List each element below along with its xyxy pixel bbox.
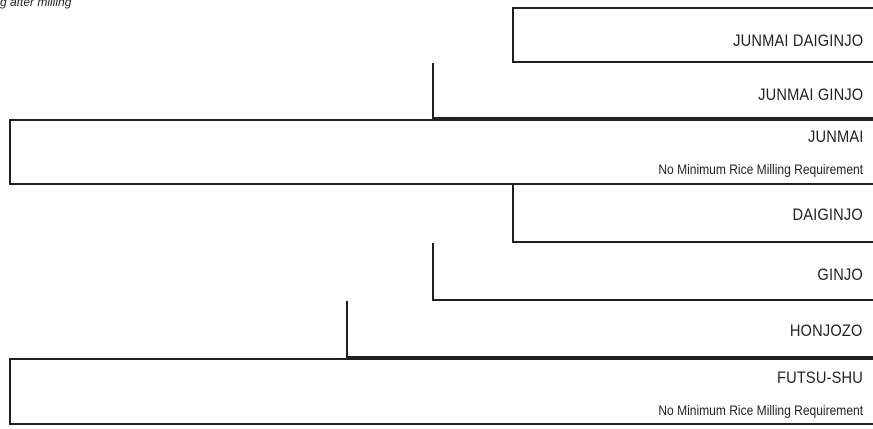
- milling-caption: g after milling: [0, 0, 72, 9]
- grade-bar-daiginjo: DAIGINJO: [512, 185, 873, 243]
- grade-bar-ginjo: GINJO: [432, 243, 873, 301]
- grade-note-futsu-shu: No Minimum Rice Milling Requirement: [658, 402, 863, 418]
- grade-label-junmai-ginjo: JUNMAI GINJO: [757, 85, 863, 104]
- grade-label-futsu-shu: FUTSU-SHU: [776, 368, 863, 387]
- grade-bar-futsu-shu: FUTSU-SHU No Minimum Rice Milling Requir…: [9, 358, 873, 425]
- grade-label-honjozo: HONJOZO: [790, 321, 863, 340]
- grade-label-daiginjo: DAIGINJO: [792, 205, 863, 224]
- grade-bar-honjozo: HONJOZO: [346, 301, 873, 358]
- grade-note-junmai: No Minimum Rice Milling Requirement: [658, 161, 863, 177]
- grade-bar-junmai-ginjo: JUNMAI GINJO: [432, 63, 873, 119]
- grade-label-junmai: JUNMAI: [807, 127, 863, 146]
- grade-label-junmai-daiginjo: JUNMAI DAIGINJO: [732, 31, 863, 50]
- grade-label-ginjo: GINJO: [817, 265, 863, 284]
- grade-bar-junmai: JUNMAI No Minimum Rice Milling Requireme…: [9, 119, 873, 185]
- grade-bar-junmai-daiginjo: JUNMAI DAIGINJO: [512, 7, 873, 63]
